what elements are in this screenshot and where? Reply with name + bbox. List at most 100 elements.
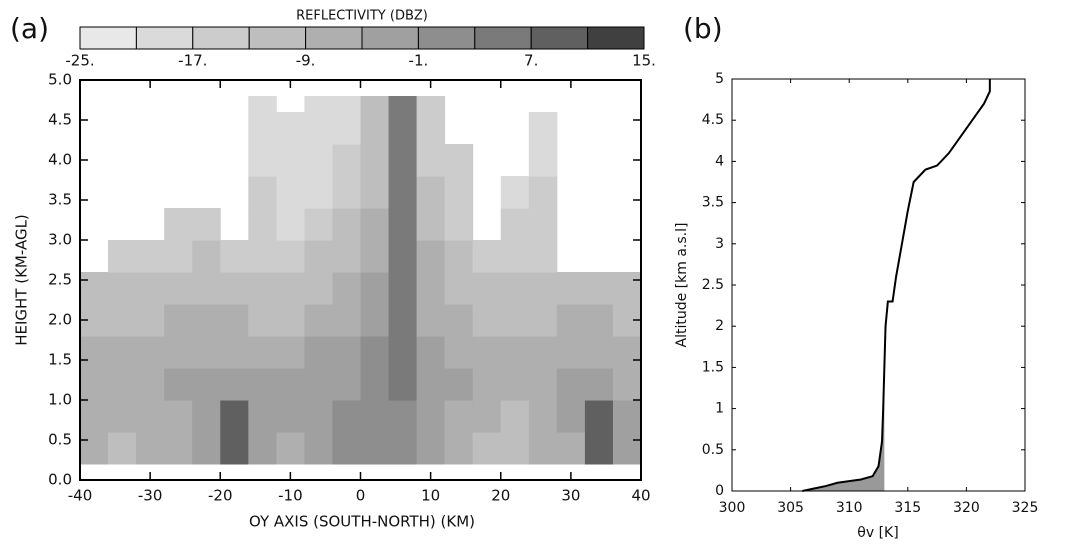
cell xyxy=(276,336,305,369)
cell xyxy=(332,432,361,465)
colorbar-tick-label: -9. xyxy=(296,52,316,70)
cell xyxy=(584,400,614,433)
cell xyxy=(304,304,333,337)
cell xyxy=(304,336,333,369)
cell xyxy=(584,304,614,337)
y-tick-label: 0.0 xyxy=(48,471,72,489)
cell xyxy=(584,368,614,401)
cell xyxy=(556,304,586,337)
cell xyxy=(416,240,446,273)
cell xyxy=(584,336,614,369)
cell xyxy=(388,432,418,465)
cell xyxy=(612,336,642,369)
panel-b: (b) θv [K] Altitude [km a.s.l] 300 305 310… xyxy=(674,12,1038,541)
cell xyxy=(528,432,558,465)
cell xyxy=(444,176,474,209)
cell xyxy=(276,272,305,305)
panel-label: (b) xyxy=(683,12,723,45)
cell xyxy=(472,272,502,305)
cell xyxy=(528,368,558,401)
cell xyxy=(164,400,193,433)
cell xyxy=(444,240,474,273)
cell xyxy=(472,336,502,369)
cell xyxy=(500,400,530,433)
cell xyxy=(80,336,109,369)
x-tick-label: 320 xyxy=(953,500,980,516)
cell xyxy=(528,176,558,209)
cell xyxy=(164,368,193,401)
y-tick-label: 2 xyxy=(715,318,724,334)
cell xyxy=(248,176,277,209)
cell xyxy=(332,272,361,305)
cell xyxy=(220,400,249,433)
cell xyxy=(500,304,530,337)
cell xyxy=(220,432,249,465)
cell xyxy=(444,304,474,337)
cell xyxy=(276,176,305,209)
cell xyxy=(136,336,165,369)
cell xyxy=(472,240,502,273)
cell xyxy=(80,432,109,465)
cell xyxy=(388,112,418,145)
cell xyxy=(276,400,305,433)
cell xyxy=(360,112,390,145)
cell xyxy=(136,400,165,433)
cell xyxy=(276,208,305,241)
cell xyxy=(332,176,361,209)
colorbar-box xyxy=(135,26,194,50)
y-tick-label: 5.0 xyxy=(48,71,72,89)
cell xyxy=(248,304,277,337)
cell xyxy=(304,240,333,273)
cell xyxy=(360,272,390,305)
x-tick-label: -30 xyxy=(138,487,163,505)
x-tick-label: 310 xyxy=(836,500,863,516)
cell xyxy=(388,304,418,337)
y-tick-label: 2.0 xyxy=(48,311,72,329)
cell xyxy=(528,400,558,433)
cell xyxy=(248,240,277,273)
cell xyxy=(472,368,502,401)
cell xyxy=(360,144,390,177)
cell xyxy=(332,96,361,113)
x-tick-label: 305 xyxy=(777,500,804,516)
cell xyxy=(416,208,446,241)
cell xyxy=(416,96,446,113)
y-tick-label: 0.5 xyxy=(48,431,72,449)
colorbar-title: REFLECTIVITY (DBZ) xyxy=(296,9,428,24)
cell xyxy=(276,144,305,177)
y-tick-label: 1.0 xyxy=(48,391,72,409)
cell xyxy=(164,336,193,369)
cell xyxy=(192,368,221,401)
cell xyxy=(444,368,474,401)
cell xyxy=(388,400,418,433)
cell xyxy=(584,272,614,305)
colorbar-box xyxy=(192,26,250,50)
x-tick-label: 30 xyxy=(561,487,580,505)
colorbar-tick-label: 15. xyxy=(632,52,656,70)
cell xyxy=(472,304,502,337)
cell xyxy=(136,368,165,401)
cell xyxy=(500,208,530,241)
cell xyxy=(332,400,361,433)
cell xyxy=(108,336,137,369)
x-tick-label: 0 xyxy=(356,487,366,505)
cell xyxy=(416,176,446,209)
cell xyxy=(444,208,474,241)
cell xyxy=(500,336,530,369)
shaded-area xyxy=(802,367,885,491)
panel-label: (a) xyxy=(10,12,49,45)
cell xyxy=(248,272,277,305)
cell xyxy=(528,240,558,273)
cell xyxy=(444,432,474,465)
colorbar-box xyxy=(305,26,363,50)
plot-frame xyxy=(731,78,1026,492)
y-tick-label: 1 xyxy=(715,401,724,417)
y-tick-label: 3.0 xyxy=(48,231,72,249)
y-tick-label: 1.5 xyxy=(48,351,72,369)
colorbar-box xyxy=(530,26,589,50)
cell xyxy=(136,304,165,337)
cell xyxy=(444,400,474,433)
cell xyxy=(220,272,249,305)
x-tick-label: 325 xyxy=(1012,500,1039,516)
cell xyxy=(192,304,221,337)
